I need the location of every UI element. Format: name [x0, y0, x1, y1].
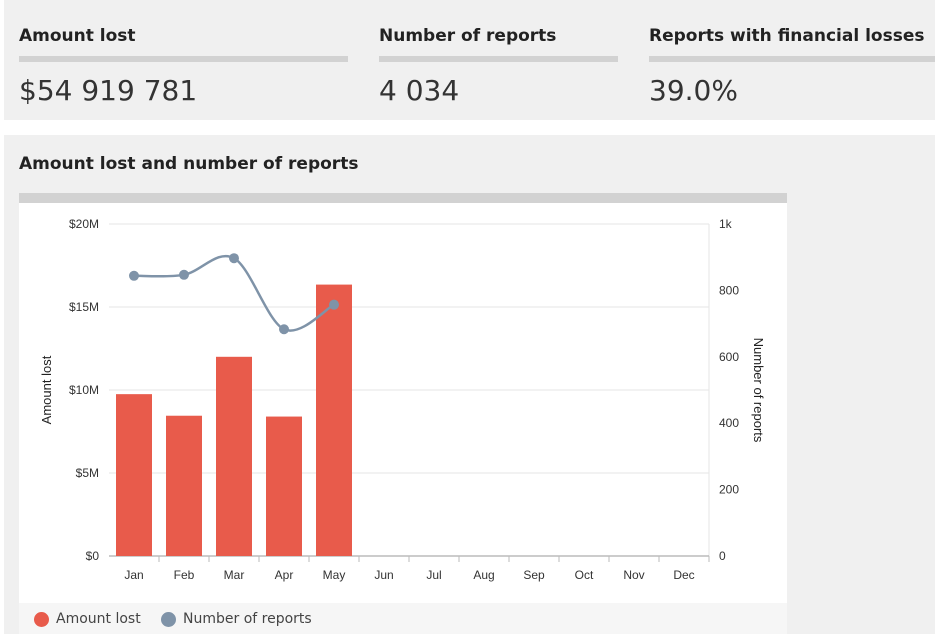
y2-axis-title: Number of reports — [751, 338, 766, 443]
point-number-of-reports — [279, 324, 289, 335]
stat-divider — [379, 56, 618, 62]
x-tick-label: Jul — [426, 568, 441, 582]
y-tick-label: $5M — [76, 466, 99, 480]
legend-marker-icon — [161, 611, 176, 627]
chart-legend: Amount lost Number of reports — [19, 603, 787, 634]
x-tick-label: Jan — [124, 568, 143, 582]
x-tick-label: Dec — [673, 568, 694, 582]
stat-label: Reports with financial losses — [649, 26, 925, 46]
x-tick-label: Feb — [174, 568, 195, 582]
y2-tick-label: 800 — [719, 283, 739, 297]
legend-item-number-of-reports[interactable]: Number of reports — [161, 611, 312, 627]
y2-tick-label: 0 — [719, 549, 726, 563]
stat-label: Number of reports — [379, 26, 557, 46]
y-tick-label: $15M — [69, 300, 99, 314]
x-tick-label: May — [323, 568, 346, 582]
chart-panel: Amount lost and number of reports $0 $5M $… — [4, 135, 935, 634]
bar-amount-lost — [216, 356, 252, 556]
chart-divider — [19, 193, 787, 203]
x-tick-label: Nov — [623, 568, 644, 582]
stat-divider — [649, 56, 935, 62]
y-axis-title: Amount lost — [39, 355, 54, 424]
x-tick-label: Oct — [575, 568, 594, 582]
x-tick-label: Mar — [224, 568, 245, 582]
y2-tick-label: 1k — [719, 217, 733, 231]
y2-tick-label: 400 — [719, 416, 739, 430]
bar-amount-lost — [316, 284, 352, 556]
y2-tick-label: 200 — [719, 483, 739, 497]
bar-amount-lost — [116, 394, 152, 556]
y-tick-label: $10M — [69, 383, 99, 397]
x-tick-label: Aug — [473, 568, 494, 582]
x-tick-label: Apr — [275, 568, 294, 582]
legend-item-amount-lost[interactable]: Amount lost — [34, 611, 141, 627]
legend-marker-icon — [34, 611, 49, 627]
bar-amount-lost — [166, 415, 202, 556]
stat-divider — [19, 56, 348, 62]
stat-value: 4 034 — [379, 74, 460, 107]
y-tick-label: $0 — [86, 549, 100, 563]
x-tick-label: Sep — [523, 568, 545, 582]
y-tick-label: $20M — [69, 217, 99, 231]
point-number-of-reports — [129, 270, 139, 281]
chart-card: $0 $5M $10M $15M $20M 0 200 400 600 800 1k Jan Feb Ma… — [19, 203, 787, 603]
stat-value: 39.0% — [649, 74, 738, 107]
legend-label: Number of reports — [183, 611, 312, 627]
legend-label: Amount lost — [56, 611, 141, 627]
stats-panel: Amount lost $54 919 781 Number of report… — [4, 0, 935, 120]
point-number-of-reports — [229, 253, 239, 264]
y2-tick-label: 600 — [719, 350, 739, 364]
line-number-of-reports — [133, 255, 335, 332]
combo-chart: $0 $5M $10M $15M $20M 0 200 400 600 800 1k Jan Feb Ma… — [39, 217, 766, 582]
chart-title: Amount lost and number of reports — [19, 154, 359, 174]
stat-value: $54 919 781 — [19, 74, 198, 107]
bar-amount-lost — [266, 416, 302, 556]
point-number-of-reports — [329, 299, 339, 310]
stat-label: Amount lost — [19, 26, 136, 46]
x-tick-label: Jun — [374, 568, 393, 582]
point-number-of-reports — [179, 269, 189, 280]
